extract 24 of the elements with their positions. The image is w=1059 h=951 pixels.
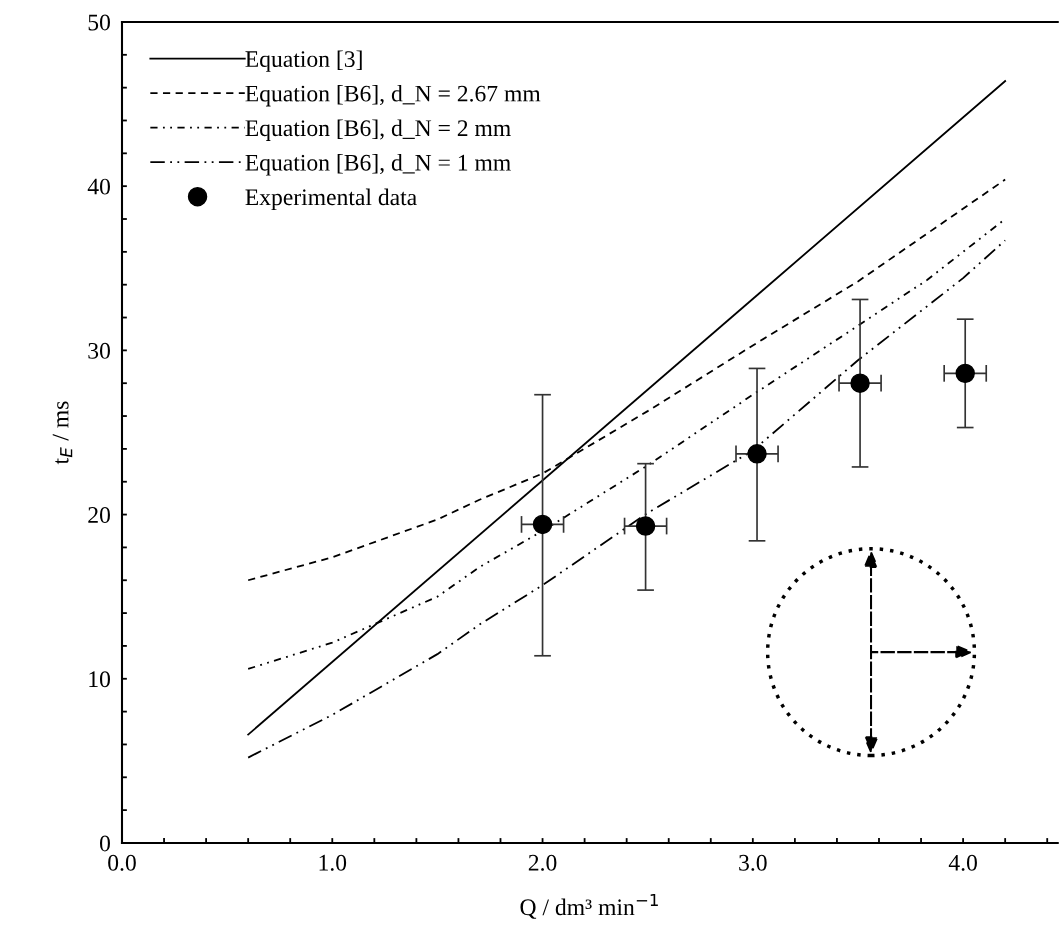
y-tick-label: 10 <box>89 671 110 688</box>
y-tick-label: 30 <box>88 342 110 359</box>
x-tick-label: 1.0 <box>319 854 347 871</box>
y-tick-label: 20 <box>88 507 110 523</box>
legend-label: Equation [3] <box>245 50 362 72</box>
y-axis-title: t$_{E}$ / ms <box>52 401 73 465</box>
legend-label: Equation [B6], d_N = 1 mm <box>245 154 511 176</box>
y-tick-label: 50 <box>88 14 110 31</box>
point <box>850 373 870 393</box>
point <box>955 363 975 384</box>
x-axis-title: Q / dm³ min$^{−1}$ <box>520 893 658 919</box>
legend-label: Equation [B6], d_N = 2 mm <box>245 119 511 141</box>
point <box>747 444 767 464</box>
point <box>532 514 553 535</box>
x-tick-label: 0.0 <box>108 854 136 871</box>
line-series <box>247 239 1007 759</box>
y-tick-label: 0 <box>99 835 110 852</box>
legend-label: Experimental data <box>245 188 417 211</box>
x-tick-label: 3.0 <box>739 854 767 871</box>
x-tick-label: 4.0 <box>948 854 977 871</box>
y-tick-label: 40 <box>87 178 110 195</box>
legend-label: Equation [B6], d_N = 2.67 mm <box>245 84 541 107</box>
point <box>635 516 656 536</box>
x-tick-label: 2.0 <box>528 854 557 871</box>
